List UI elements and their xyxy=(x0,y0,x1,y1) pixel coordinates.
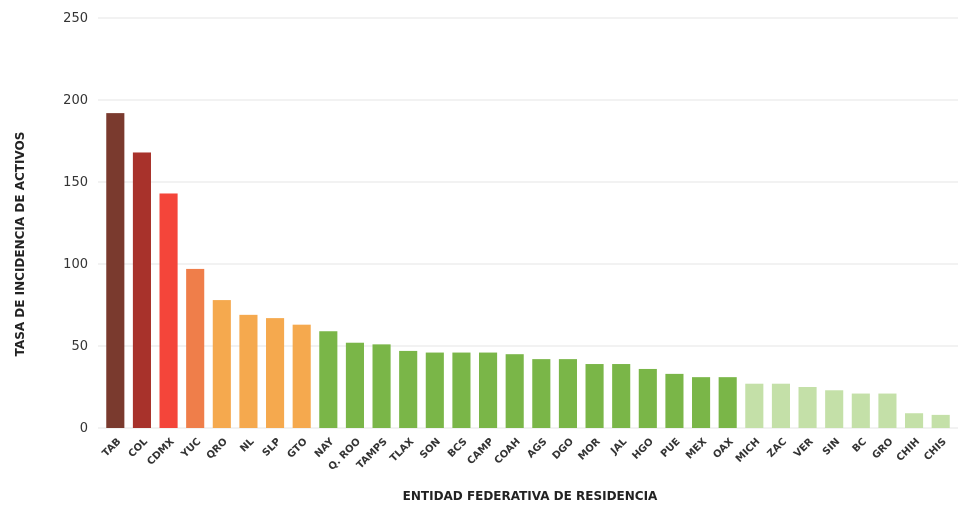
x-tick-label: DGO xyxy=(551,436,576,461)
x-axis-title: ENTIDAD FEDERATIVA DE RESIDENCIA xyxy=(403,489,658,503)
bar-gto xyxy=(292,324,311,428)
bar-oax xyxy=(718,377,737,428)
bar-q-roo xyxy=(345,342,364,428)
bar-tamps xyxy=(372,344,391,428)
x-tick-label: MICH xyxy=(734,436,763,465)
bar-mich xyxy=(745,383,764,428)
y-axis-title: TASA DE INCIDENCIA DE ACTIVOS xyxy=(13,132,27,357)
bar-pue xyxy=(665,373,684,428)
x-tick-label: SON xyxy=(418,436,443,461)
x-tick-label: QRO xyxy=(205,436,230,461)
y-axis-ticks: 0 50 100 150 200 250 xyxy=(63,11,88,436)
y-tick-label: 50 xyxy=(71,339,88,354)
x-tick-label: TLAX xyxy=(388,436,416,464)
bar-tab xyxy=(106,113,125,429)
x-tick-label: CDMX xyxy=(145,436,177,468)
x-tick-label: COL xyxy=(127,436,151,460)
bar-dgo xyxy=(558,359,577,428)
bar-cdmx xyxy=(159,193,178,428)
bar-nl xyxy=(239,314,258,428)
x-tick-label: ZAC xyxy=(765,436,789,460)
x-tick-label: MEX xyxy=(684,436,709,461)
x-tick-label: GRO xyxy=(871,436,896,461)
x-tick-label: SIN xyxy=(821,436,842,457)
y-tick-label: 200 xyxy=(63,93,88,108)
bar-son xyxy=(425,352,444,428)
x-tick-label: COAH xyxy=(493,436,523,466)
y-tick-label: 0 xyxy=(80,421,88,436)
bar-camp xyxy=(479,352,498,428)
bar-slp xyxy=(266,318,285,428)
bar-chis xyxy=(931,414,950,428)
bar-yuc xyxy=(186,268,205,428)
bar-hgo xyxy=(638,368,657,428)
bar-chih xyxy=(905,413,924,428)
x-tick-label: OAX xyxy=(711,436,736,461)
bar-ags xyxy=(532,359,551,428)
bar-bc xyxy=(851,393,870,428)
x-tick-label: MOR xyxy=(576,436,602,462)
bar-sin xyxy=(825,390,844,428)
bar-mor xyxy=(585,364,604,428)
bar-col xyxy=(132,152,151,429)
x-tick-label: YUC xyxy=(179,436,204,461)
x-tick-label: JAL xyxy=(608,436,630,458)
x-tick-label: BCS xyxy=(446,436,470,460)
x-tick-label: VER xyxy=(792,436,816,460)
x-tick-label: NL xyxy=(238,436,257,455)
bar-zac xyxy=(771,383,790,428)
bar-coah xyxy=(505,354,524,428)
bar-tlax xyxy=(399,350,418,428)
x-tick-label: GTO xyxy=(286,436,310,460)
x-tick-label: PUE xyxy=(659,436,683,460)
bar-gro xyxy=(878,393,897,428)
x-tick-label: CHIH xyxy=(895,436,922,463)
y-tick-label: 100 xyxy=(63,257,88,272)
x-tick-label: CHIS xyxy=(922,436,949,463)
x-tick-label: HGO xyxy=(630,436,656,462)
x-tick-label: TAB xyxy=(101,436,124,459)
x-tick-label: CAMP xyxy=(466,436,497,467)
y-tick-label: 150 xyxy=(63,175,88,190)
bar-mex xyxy=(692,377,711,428)
bars xyxy=(106,113,950,429)
x-tick-label: SLP xyxy=(261,436,284,459)
bar-qro xyxy=(212,300,231,428)
y-tick-label: 250 xyxy=(63,11,88,26)
bar-jal xyxy=(612,364,631,428)
bar-ver xyxy=(798,387,817,428)
x-tick-label: BC xyxy=(851,436,869,454)
x-tick-label: AGS xyxy=(525,436,549,460)
x-tick-label: NAY xyxy=(313,436,337,460)
bar-bcs xyxy=(452,352,471,428)
bar-nay xyxy=(319,331,338,428)
